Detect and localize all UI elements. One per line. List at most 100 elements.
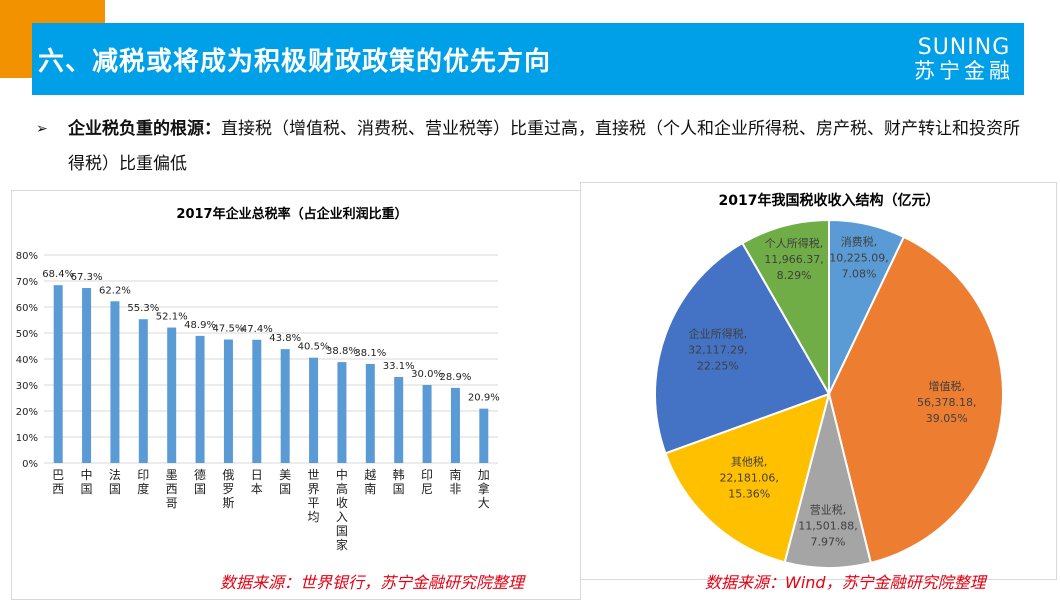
data-label: 38.8% bbox=[326, 346, 358, 357]
data-label: 30.0% bbox=[411, 369, 443, 380]
slice-pct: 7.97% bbox=[811, 536, 846, 549]
suning-logo: SUNING 苏宁金融 bbox=[914, 35, 1014, 83]
x-tick-label: 韩国 bbox=[393, 467, 405, 496]
bar-chart: 2017年企业总税率（占企业利润比重） 0% 10% 20% 30% 40% 50% 60%… bbox=[16, 206, 500, 552]
x-tick-label: 巴西 bbox=[52, 468, 64, 496]
data-label: 68.4% bbox=[42, 269, 74, 280]
slice-pct: 8.29% bbox=[777, 269, 812, 282]
pie-chart-panel: 2017年我国税收收入结构（亿元） 消费税, 10,225.09, 7.08% 增值税… bbox=[580, 182, 1057, 580]
slice-value_label: 56,378.18, bbox=[917, 396, 976, 409]
slice-label: 营业税, 11,501.88, 7.97% bbox=[798, 503, 857, 549]
bar-chart-title: 2017年企业总税率（占企业利润比重） bbox=[176, 206, 407, 222]
x-tick-label: 印尼 bbox=[421, 468, 433, 496]
slice-label: 企业所得税, 32,117.29, 22.25% bbox=[688, 326, 747, 372]
bar-source: 数据来源：世界银行，苏宁金融研究院整理 bbox=[220, 573, 525, 592]
page-title: 六、减税或将成为积极财政政策的优先方向 bbox=[38, 47, 552, 77]
bar bbox=[479, 408, 489, 463]
data-label: 67.3% bbox=[71, 272, 103, 283]
slice-label: 其他税, 22,181.06, 15.36% bbox=[719, 454, 778, 500]
x-tick-label: 墨西哥 bbox=[166, 468, 178, 510]
data-label: 62.2% bbox=[99, 285, 131, 296]
data-label: 28.9% bbox=[440, 372, 472, 383]
bar bbox=[195, 335, 205, 463]
data-label: 48.9% bbox=[184, 320, 216, 331]
bar bbox=[110, 301, 120, 463]
bar bbox=[365, 363, 375, 463]
x-tick-label: 美国 bbox=[279, 468, 291, 496]
slice-value_label: 22,181.06, bbox=[719, 471, 778, 484]
y-tick-label: 10% bbox=[16, 433, 38, 444]
x-tick-label: 法国 bbox=[109, 468, 121, 496]
slice-value_label: 32,117.29, bbox=[688, 343, 747, 356]
data-label: 43.8% bbox=[269, 333, 301, 344]
slice-name: 消费税, bbox=[841, 235, 878, 249]
y-tick-label: 0% bbox=[22, 459, 38, 470]
pie-chart-title: 2017年我国税收收入结构（亿元） bbox=[719, 192, 940, 209]
bar bbox=[53, 285, 63, 463]
x-tick-label: 日本 bbox=[251, 468, 263, 496]
slice-pct: 7.08% bbox=[841, 268, 876, 281]
y-tick-label: 60% bbox=[16, 303, 38, 314]
data-label: 47.4% bbox=[241, 324, 273, 335]
slice-value_label: 11,501.88, bbox=[798, 520, 857, 533]
slice-pct: 15.36% bbox=[728, 487, 770, 500]
bullet-text: 直接税（增值税、消费税、营业税等）比重过高，直接税（个人和企业所得税、房产税、财… bbox=[68, 119, 1020, 174]
pie-chart: 2017年我国税收收入结构（亿元） 消费税, 10,225.09, 7.08% 增值税… bbox=[654, 192, 1004, 569]
slice-label: 增值税, 56,378.18, 39.05% bbox=[917, 379, 976, 425]
slice-name: 个人所得税, bbox=[765, 236, 824, 250]
bar-chart-panel: 2017年企业总税率（占企业利润比重） 0% 10% 20% 30% 40% 50% 60%… bbox=[11, 190, 581, 600]
bar bbox=[394, 376, 404, 463]
bar bbox=[82, 288, 92, 463]
data-label: 33.1% bbox=[383, 361, 415, 372]
slice-value_label: 10,225.09, bbox=[829, 252, 888, 265]
x-tick-label: 世界平均 bbox=[308, 468, 320, 524]
x-tick-label: 德国 bbox=[194, 467, 206, 496]
x-tick-label: 中国 bbox=[81, 467, 93, 496]
y-tick-label: 30% bbox=[16, 381, 38, 392]
slice-label: 个人所得税, 11,966.37, 8.29% bbox=[764, 236, 823, 282]
bar bbox=[337, 362, 347, 463]
y-tick-label: 20% bbox=[16, 407, 38, 418]
data-label: 52.1% bbox=[156, 312, 188, 323]
data-label: 47.5% bbox=[213, 324, 245, 335]
y-tick-label: 50% bbox=[16, 329, 38, 340]
y-tick-label: 40% bbox=[16, 355, 38, 366]
bar bbox=[252, 339, 262, 463]
slice-name: 营业税, bbox=[810, 503, 847, 517]
data-label: 20.9% bbox=[468, 393, 500, 404]
pie-slice bbox=[664, 392, 831, 564]
x-tick-label: 中高收入国家 bbox=[336, 467, 348, 552]
pie-source: 数据来源：Wind，苏宁金融研究院整理 bbox=[705, 573, 986, 592]
x-tick-label: 南非 bbox=[449, 467, 461, 496]
slice-label: 消费税, 10,225.09, 7.08% bbox=[829, 235, 888, 281]
pie-slice bbox=[741, 218, 830, 398]
bar bbox=[280, 349, 290, 463]
x-tick-label: 越南 bbox=[364, 468, 376, 496]
data-label: 38.1% bbox=[354, 348, 386, 359]
bar bbox=[309, 357, 319, 463]
x-tick-label: 俄罗斯 bbox=[222, 468, 234, 510]
y-tick-label: 70% bbox=[16, 277, 38, 288]
slice-pct: 22.25% bbox=[697, 359, 739, 372]
slice-name: 企业所得税, bbox=[689, 326, 748, 340]
slice-name: 其他税, bbox=[731, 454, 768, 468]
arrow-bullet-icon: ➢ bbox=[36, 121, 48, 137]
slice-value_label: 11,966.37, bbox=[764, 253, 823, 266]
title-band: 六、减税或将成为积极财政政策的优先方向 SUNING 苏宁金融 bbox=[32, 23, 1024, 95]
data-label: 55.3% bbox=[127, 303, 159, 314]
slice-pct: 39.05% bbox=[926, 412, 968, 425]
bar bbox=[450, 387, 460, 463]
bar bbox=[422, 385, 432, 463]
x-tick-label: 印度 bbox=[137, 468, 149, 496]
x-tick-label: 加拿大 bbox=[478, 468, 490, 510]
y-tick-label: 80% bbox=[16, 251, 38, 262]
slice-name: 增值税, bbox=[928, 379, 965, 393]
data-label: 40.5% bbox=[298, 342, 330, 353]
bullet-bold: 企业税负重的根源： bbox=[68, 119, 221, 139]
pie-slice bbox=[827, 235, 1004, 565]
pie-slice bbox=[654, 241, 831, 455]
bar bbox=[138, 319, 148, 463]
bar bbox=[223, 339, 233, 463]
bar bbox=[167, 327, 177, 463]
bullet-point: ➢ 企业税负重的根源：直接税（增值税、消费税、营业税等）比重过高，直接税（个人和… bbox=[36, 112, 1026, 182]
